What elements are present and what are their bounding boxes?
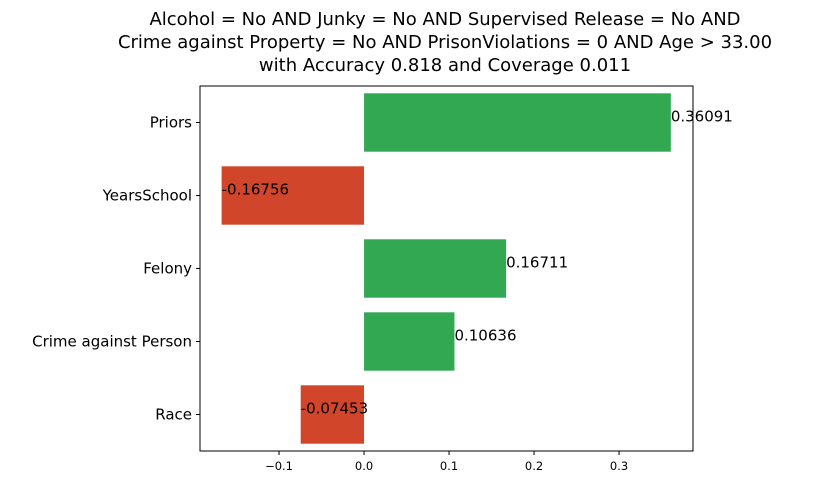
value-label: -0.07453 bbox=[301, 400, 368, 418]
value-label: 0.36091 bbox=[671, 108, 733, 126]
bars bbox=[221, 93, 671, 444]
x-tick-label: 0.2 bbox=[525, 459, 543, 473]
bar-yearsschool bbox=[221, 166, 365, 225]
x-tick-label: 0.0 bbox=[355, 459, 373, 473]
category-label: Crime against Person bbox=[32, 333, 192, 351]
bar-race bbox=[300, 385, 365, 444]
chart-title: Alcohol = No AND Junky = No AND Supervis… bbox=[118, 9, 772, 76]
x-tick-label: 0.3 bbox=[610, 459, 628, 473]
value-label: -0.16756 bbox=[222, 181, 289, 199]
value-labels: 0.36091 -0.16756 0.16711 0.10636 -0.07453 bbox=[222, 108, 733, 418]
value-label: 0.10636 bbox=[454, 327, 516, 345]
category-label: Felony bbox=[143, 260, 192, 278]
bar-priors bbox=[364, 93, 671, 152]
bar-felony bbox=[364, 239, 507, 298]
category-label: Race bbox=[155, 406, 192, 424]
bar-crime-against-person bbox=[364, 312, 455, 371]
category-label: Priors bbox=[150, 114, 192, 132]
x-tick-label: 0.1 bbox=[440, 459, 458, 473]
title-line-1: Alcohol = No AND Junky = No AND Supervis… bbox=[149, 9, 740, 30]
category-label: YearsSchool bbox=[102, 187, 192, 205]
category-labels: Priors YearsSchool Felony Crime against Per… bbox=[32, 114, 200, 424]
x-tick-label: −0.1 bbox=[265, 459, 293, 473]
plot-frame bbox=[199, 85, 694, 452]
value-label: 0.16711 bbox=[506, 254, 568, 272]
title-line-2: Crime against Property = No AND PrisonVi… bbox=[118, 32, 772, 53]
x-axis: −0.1 0.0 0.1 0.2 0.3 bbox=[265, 451, 628, 473]
title-line-3: with Accuracy 0.818 and Coverage 0.011 bbox=[259, 55, 631, 76]
